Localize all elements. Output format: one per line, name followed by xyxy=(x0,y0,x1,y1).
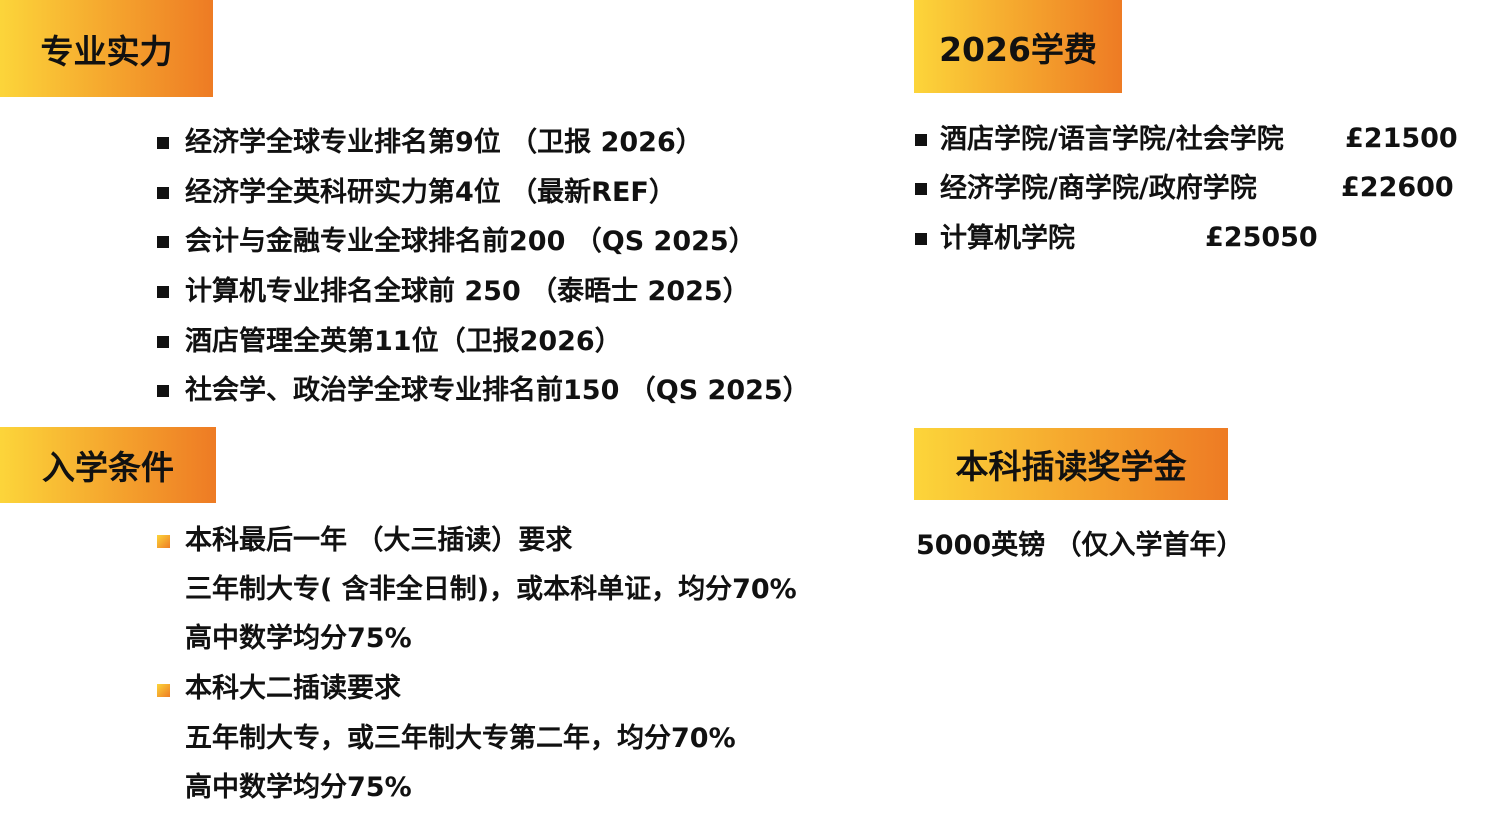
fee-school: 酒店学院/语言学院/社会学院 xyxy=(940,124,1284,155)
bullet-icon xyxy=(915,233,927,245)
list-item: 酒店管理全英第11位（卫报2026） xyxy=(185,326,622,357)
fee-school: 经济学院/商学院/政府学院 xyxy=(940,173,1257,204)
scholarship-header: 本科插读奖学金 xyxy=(914,428,1228,500)
list-item: 经济学全英科研实力第4位 （最新REF） xyxy=(185,177,676,208)
fee-school: 计算机学院 xyxy=(940,223,1075,254)
admission-line: 五年制大专，或三年制大专第二年，均分70% xyxy=(185,723,736,754)
fee-price: £21500 xyxy=(1345,123,1458,154)
fees-title: 2026学费 xyxy=(939,29,1097,69)
admission-heading: 本科大二插读要求 xyxy=(185,673,401,704)
admission-heading: 本科最后一年 （大三插读）要求 xyxy=(185,525,573,556)
scholarship-title: 本科插读奖学金 xyxy=(955,447,1187,486)
fee-price: £25050 xyxy=(1205,222,1318,253)
bullet-icon xyxy=(157,236,169,248)
fee-price: £22600 xyxy=(1341,172,1454,203)
list-item: 计算机专业排名全球前 250 （泰晤士 2025） xyxy=(185,276,750,307)
bullet-icon xyxy=(157,187,169,199)
bullet-icon xyxy=(915,134,927,146)
bullet-icon xyxy=(157,286,169,298)
scholarship-text: 5000英镑 （仅入学首年） xyxy=(916,530,1244,561)
admission-header: 入学条件 xyxy=(0,427,216,503)
bullet-icon xyxy=(157,336,169,348)
list-item: 社会学、政治学全球专业排名前150 （QS 2025） xyxy=(185,375,810,406)
admission-line: 三年制大专( 含非全日制)，或本科单证，均分70% xyxy=(185,574,797,605)
bullet-icon xyxy=(157,684,170,697)
list-item: 会计与金融专业全球排名前200 （QS 2025） xyxy=(185,226,756,257)
strength-title: 专业实力 xyxy=(40,31,173,71)
bullet-icon xyxy=(915,183,927,195)
strength-header: 专业实力 xyxy=(0,0,213,97)
bullet-icon xyxy=(157,385,169,397)
admission-line: 高中数学均分75% xyxy=(185,623,412,654)
bullet-icon xyxy=(157,137,169,149)
admission-line: 高中数学均分75% xyxy=(185,772,412,803)
fees-header: 2026学费 xyxy=(914,0,1122,93)
bullet-icon xyxy=(157,535,170,548)
admission-title: 入学条件 xyxy=(42,448,174,487)
list-item: 经济学全球专业排名第9位 （卫报 2026） xyxy=(185,127,703,158)
